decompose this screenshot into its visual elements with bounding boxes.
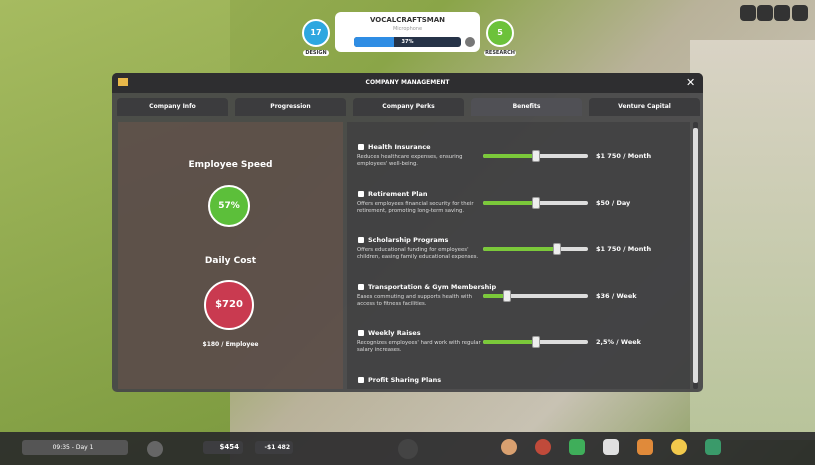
scroll-thumb[interactable]	[693, 128, 698, 383]
benefit-name: Scholarship Programs	[368, 236, 449, 244]
panel-title: COMPANY MANAGEMENT	[365, 79, 450, 86]
benefit-icon	[358, 190, 364, 197]
benefit-value: $1 750 / Month	[596, 152, 652, 160]
chat-button[interactable]	[774, 5, 790, 21]
tab[interactable]: Progression	[235, 98, 346, 116]
progress-label: 37%	[401, 39, 414, 45]
benefit-description: Eases commuting and supports health with…	[357, 293, 472, 307]
benefit-description: Offers educational funding for employees…	[357, 247, 479, 260]
research-badge[interactable]: 5	[486, 19, 514, 47]
finance-button[interactable]	[569, 439, 585, 455]
progress-fill	[354, 37, 394, 47]
slider-fill	[483, 247, 557, 251]
cancel-button[interactable]	[465, 37, 475, 47]
scrollbar[interactable]	[693, 122, 698, 389]
slider-thumb[interactable]	[531, 336, 540, 348]
tab[interactable]: Company Info	[117, 98, 228, 116]
product-subtitle: Microphone	[392, 26, 423, 32]
benefit-value: $36 / Week	[596, 291, 637, 300]
slider-fill	[483, 293, 508, 298]
benefit-icon	[358, 330, 364, 336]
panel-header	[112, 73, 703, 93]
speed-title: Employee Speed	[188, 160, 273, 170]
build-button[interactable]	[637, 439, 653, 455]
money: $454	[203, 441, 243, 454]
benefit-icon	[358, 376, 364, 383]
summary-pane: Employee Speed 57% Daily Cost $720 $180 …	[118, 122, 343, 389]
benefit-icon	[358, 283, 364, 290]
bottom-bar: 09:35 - Day 1 $454 -$1 482	[0, 432, 815, 465]
design-button[interactable]	[535, 439, 551, 455]
benefit-value: $1 750 / Month	[596, 245, 652, 253]
time-control[interactable]	[22, 440, 128, 455]
ideas-button[interactable]	[671, 439, 687, 455]
tab[interactable]: Company Perks	[353, 98, 464, 116]
company-button[interactable]	[603, 439, 619, 455]
tab[interactable]: Benefits	[471, 98, 582, 116]
company-panel: COMPANY MANAGEMENT ✕ Employee Speed 57% …	[112, 73, 703, 392]
market-button[interactable]	[705, 439, 721, 455]
floor	[690, 40, 815, 440]
cost-title: Daily Cost	[204, 256, 257, 266]
benefit-name: Retirement Plan	[368, 189, 428, 198]
slider-thumb[interactable]	[531, 150, 540, 162]
benefit-description: Recognizes employees' hard work with reg…	[357, 340, 481, 353]
slider-thumb[interactable]	[503, 289, 512, 302]
benefit-icon	[358, 237, 364, 243]
slider-fill	[483, 200, 536, 205]
view-button[interactable]	[147, 441, 163, 457]
benefits-list: Health Insurance Reduces healthcare expen…	[347, 122, 690, 389]
slider-thumb[interactable]	[552, 243, 561, 255]
slider-track[interactable]	[483, 293, 588, 298]
slider-fill	[483, 340, 536, 344]
tab[interactable]: Venture Capital	[589, 98, 700, 116]
benefit-name: Transportation & Gym Membership	[368, 282, 497, 291]
benefit-description: Reduces healthcare expenses, ensuring em…	[357, 154, 463, 167]
staff-button[interactable]	[501, 439, 517, 455]
design-label: DESIGN	[303, 50, 329, 56]
time-label: 09:35 - Day 1	[52, 444, 94, 451]
shop-button[interactable]	[398, 439, 418, 459]
panel-icon	[118, 78, 128, 86]
slider-fill	[483, 154, 536, 158]
benefit-name: Weekly Raises	[368, 329, 421, 337]
benefit-description: Offers employees financial security for …	[357, 200, 474, 214]
design-badge[interactable]: 17	[302, 19, 330, 47]
close-button[interactable]: ✕	[686, 76, 696, 89]
discord-button[interactable]	[740, 5, 756, 21]
cost-per-employee: $180 / Employee	[202, 341, 259, 348]
benefit-icon	[358, 144, 364, 150]
speed-value: 57%	[208, 185, 250, 227]
cost-value: $720	[204, 280, 254, 330]
benefit-value: 2,5% / Week	[596, 338, 642, 346]
progress-track: 37%	[354, 37, 461, 47]
balance: -$1 482	[255, 441, 293, 454]
benefit-value: $50 / Day	[596, 198, 631, 207]
mail-button[interactable]	[757, 5, 773, 21]
settings-button[interactable]	[792, 5, 808, 21]
benefit-name: Profit Sharing Plans	[368, 375, 442, 384]
research-label: RESEARCH	[484, 50, 516, 56]
benefit-name: Health Insurance	[368, 143, 431, 151]
product-title: VOCALCRAFTSMAN	[369, 16, 446, 24]
product-card: VOCALCRAFTSMAN Microphone 37%	[335, 12, 480, 52]
slider-thumb[interactable]	[531, 196, 540, 209]
